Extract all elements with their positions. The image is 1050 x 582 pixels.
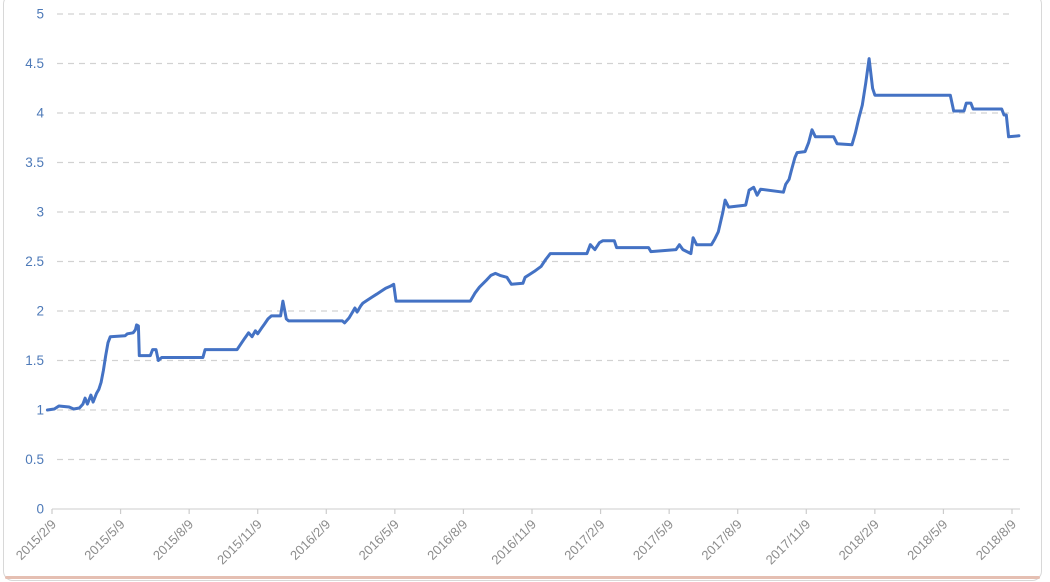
x-axis-tick-label: 2016/2/9 bbox=[287, 517, 333, 563]
x-axis-tick-label: 2016/11/9 bbox=[488, 517, 539, 568]
series-line bbox=[45, 57, 1021, 412]
y-axis-tick-label: 3 bbox=[36, 205, 44, 220]
y-axis-tick-label: 2 bbox=[36, 304, 44, 319]
x-axis-tick-label: 2017/11/9 bbox=[763, 517, 814, 568]
x-axis-tick-label: 2017/8/9 bbox=[698, 517, 744, 563]
y-axis-tick-label: 0 bbox=[36, 502, 44, 517]
x-axis-tick-label: 2017/5/9 bbox=[630, 517, 676, 563]
y-axis-tick-label: 2.5 bbox=[25, 254, 44, 269]
x-axis-tick-label: 2017/2/9 bbox=[561, 517, 607, 563]
y-axis-tick-label: 3.5 bbox=[25, 155, 44, 170]
y-axis-tick-label: 4 bbox=[36, 106, 44, 121]
x-axis-tick-label: 2015/5/9 bbox=[81, 517, 127, 563]
x-axis-tick-label: 2015/2/9 bbox=[13, 517, 59, 563]
y-axis-tick-label: 4.5 bbox=[25, 56, 44, 71]
y-axis-tick-label: 5 bbox=[36, 7, 44, 22]
y-axis-tick-label: 1.5 bbox=[25, 353, 44, 368]
x-axis-tick-label: 2016/5/9 bbox=[356, 517, 402, 563]
x-axis-tick-label: 2016/8/9 bbox=[424, 517, 470, 563]
x-axis-tick-label: 2018/5/9 bbox=[904, 517, 950, 563]
x-axis-tick-label: 2015/8/9 bbox=[150, 517, 196, 563]
bottom-accent-bar bbox=[5, 576, 1040, 579]
x-axis-tick-label: 2015/11/9 bbox=[214, 517, 265, 568]
x-axis-tick-label: 2018/8/9 bbox=[973, 517, 1019, 563]
y-axis-tick-label: 1 bbox=[36, 403, 44, 418]
x-axis-tick-label: 2018/2/9 bbox=[836, 517, 882, 563]
chart-card bbox=[3, 0, 1042, 581]
y-axis-tick-label: 0.5 bbox=[25, 452, 44, 467]
